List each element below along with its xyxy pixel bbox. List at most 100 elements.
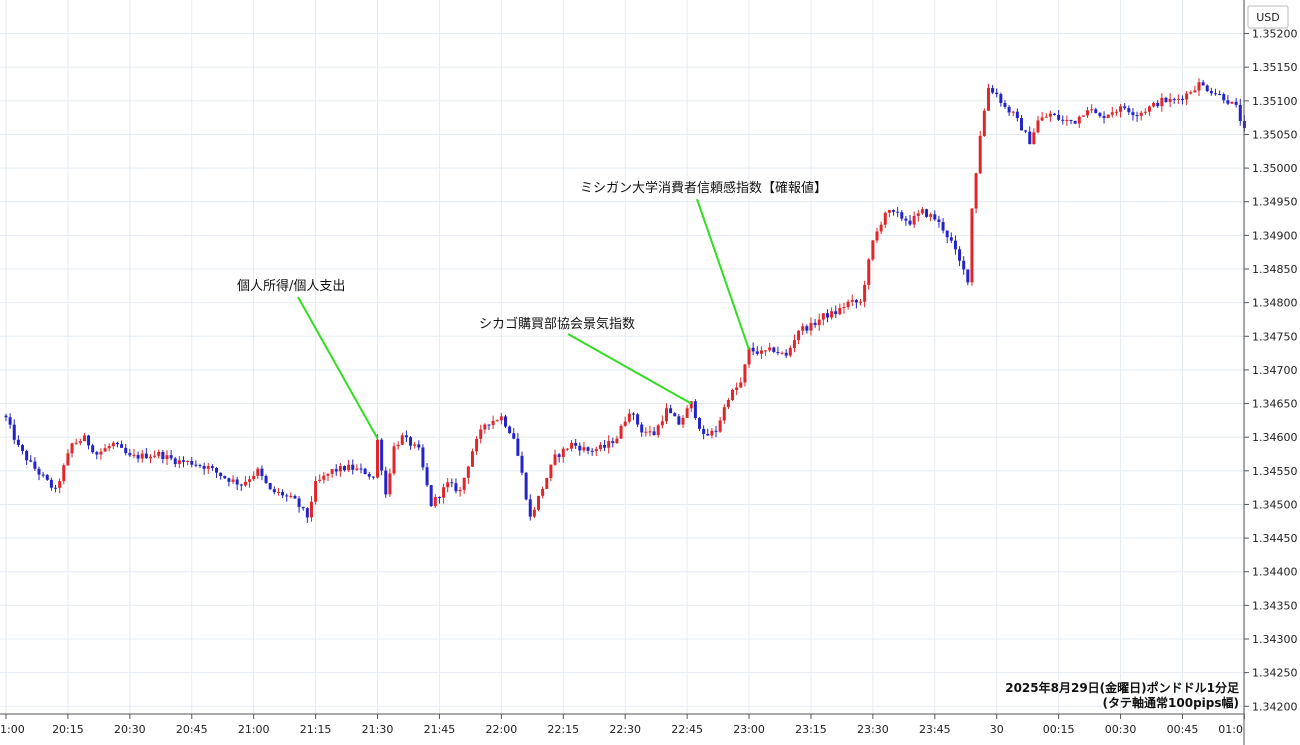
candle xyxy=(37,466,41,481)
candle xyxy=(681,415,685,429)
candle xyxy=(1114,109,1118,117)
candle xyxy=(722,404,726,424)
candle xyxy=(148,453,152,464)
candle xyxy=(111,441,115,450)
candle xyxy=(813,318,817,328)
candle xyxy=(33,457,37,471)
y-tick-label: 1.35000 xyxy=(1252,162,1298,175)
candle xyxy=(1201,79,1205,86)
x-tick-label: 21:15 xyxy=(300,723,332,736)
price-axis[interactable]: 1.35200 1.35150 1.35100 1.35050 1.35000 1.349… xyxy=(1244,28,1298,714)
candle xyxy=(693,399,697,420)
y-tick-label: 1.34450 xyxy=(1252,532,1298,545)
candle xyxy=(821,313,825,326)
x-tick-label: 20:15 xyxy=(52,723,84,736)
candle xyxy=(223,475,227,480)
candle xyxy=(1090,104,1094,114)
candle xyxy=(1160,93,1164,112)
candle xyxy=(1098,112,1102,118)
candle xyxy=(871,240,875,262)
y-tick-label: 1.34800 xyxy=(1252,297,1298,310)
candle xyxy=(1024,129,1028,134)
candle xyxy=(157,449,161,459)
candle xyxy=(243,475,247,487)
candle xyxy=(479,424,483,444)
candle xyxy=(962,256,966,275)
candle xyxy=(404,430,408,443)
candle xyxy=(834,305,838,318)
candle xyxy=(1123,103,1127,110)
candle xyxy=(78,438,82,446)
candle xyxy=(359,463,363,474)
candle xyxy=(309,496,313,522)
candle xyxy=(413,441,417,449)
candle xyxy=(809,317,813,336)
candle xyxy=(334,464,338,476)
candle xyxy=(1143,108,1147,116)
candle xyxy=(1011,110,1015,117)
candle xyxy=(1007,105,1011,117)
candle xyxy=(900,210,904,221)
annotation-label: 個人所得/個人支出 xyxy=(237,278,345,294)
candle xyxy=(664,403,668,425)
chart-caption-line2: (タテ軸通常100pips幅) xyxy=(1103,695,1239,710)
candle xyxy=(70,442,74,458)
candle xyxy=(1156,100,1160,108)
candle xyxy=(677,413,681,426)
candle xyxy=(941,218,945,234)
candle xyxy=(875,227,879,243)
candle xyxy=(582,441,586,453)
candle xyxy=(685,405,689,418)
candle xyxy=(974,172,978,214)
candle xyxy=(276,488,280,496)
candle xyxy=(1152,101,1156,108)
y-tick-label: 1.34750 xyxy=(1252,330,1298,343)
y-tick-label: 1.34400 xyxy=(1252,566,1298,579)
candle xyxy=(636,412,640,428)
candle xyxy=(537,495,541,512)
x-tick-label: 20:45 xyxy=(176,723,208,736)
candle xyxy=(528,494,532,521)
candle xyxy=(1069,119,1073,125)
candle xyxy=(1032,128,1036,145)
candle xyxy=(842,302,846,314)
candle xyxy=(524,471,528,501)
candle xyxy=(619,424,623,439)
candle xyxy=(396,441,400,450)
candle xyxy=(561,446,565,463)
candle xyxy=(4,413,8,422)
x-tick-label: 00:15 xyxy=(1043,723,1075,736)
candle xyxy=(462,477,466,494)
candle xyxy=(937,215,941,228)
time-axis[interactable]: 1:00 20:15 20:30 20:45 21:00 21:15 21:30 21:45 2… xyxy=(0,714,1245,736)
annotation-label: シカゴ購買部協会景気指数 xyxy=(479,316,635,332)
candle xyxy=(1015,108,1019,122)
candle xyxy=(549,464,553,482)
candle xyxy=(128,448,132,458)
candle xyxy=(429,484,433,508)
candle xyxy=(120,440,124,448)
candle xyxy=(863,280,867,308)
x-tick-label: 22:30 xyxy=(609,723,641,736)
candle xyxy=(248,475,252,488)
candle xyxy=(1028,126,1032,145)
candle xyxy=(1065,115,1069,126)
candle xyxy=(1036,115,1040,134)
candle xyxy=(454,478,458,494)
annotation-leader-line xyxy=(567,333,692,405)
candle xyxy=(62,463,66,485)
annotation-leader-line xyxy=(696,198,750,351)
candle xyxy=(904,216,908,226)
candle xyxy=(846,299,850,310)
x-tick-label: 23:45 xyxy=(919,723,951,736)
candle xyxy=(776,346,780,356)
candle xyxy=(483,423,487,434)
candle xyxy=(912,211,916,228)
candle xyxy=(1218,90,1222,96)
candle xyxy=(574,438,578,450)
candle xyxy=(219,472,223,480)
candle xyxy=(611,437,615,448)
candle xyxy=(206,462,210,474)
candle xyxy=(210,464,214,471)
y-tick-label: 1.34700 xyxy=(1252,364,1298,377)
